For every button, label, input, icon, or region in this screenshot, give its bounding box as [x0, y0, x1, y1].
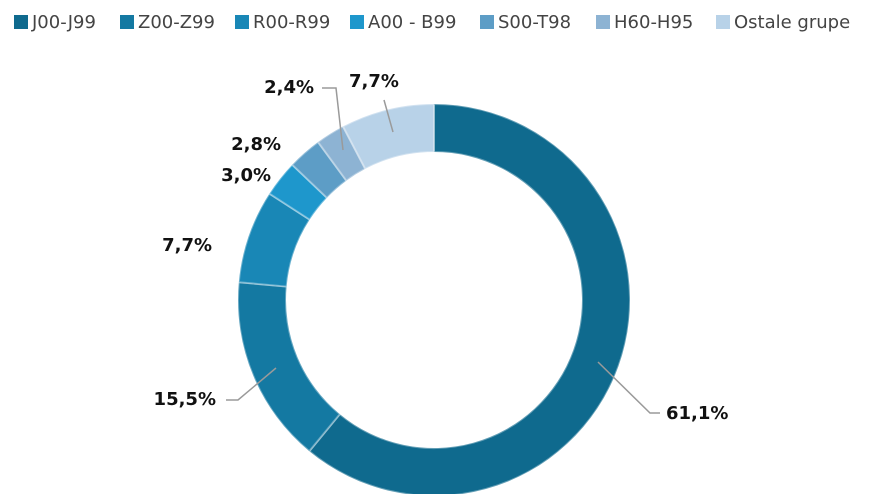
donut-segment [237, 281, 342, 453]
donut-segment [341, 102, 435, 171]
legend-swatch [480, 15, 494, 29]
data-label: 2,4% [264, 77, 314, 98]
legend-swatch [596, 15, 610, 29]
data-label: 7,7% [162, 235, 212, 256]
data-label: 2,8% [231, 134, 281, 155]
legend-label: S00-T98 [498, 12, 571, 33]
data-label: 15,5% [154, 389, 216, 410]
legend-label: Ostale grupe [734, 12, 850, 33]
legend-swatch [350, 15, 364, 29]
donut-segment [237, 192, 312, 288]
donut-segment [316, 125, 367, 183]
donut-segment [307, 102, 631, 494]
legend-swatch [716, 15, 730, 29]
leader-line [597, 361, 660, 414]
donut-segment [268, 163, 329, 222]
legend-swatch [120, 15, 134, 29]
leader-line [383, 99, 394, 133]
legend-label: J00-J99 [31, 12, 96, 33]
legend-label: R00-R99 [253, 12, 330, 33]
legend-swatch [14, 15, 28, 29]
legend-swatch [235, 15, 249, 29]
legend-label: H60-H95 [614, 12, 693, 33]
data-label: 7,7% [349, 71, 399, 92]
leader-line [322, 87, 344, 151]
data-label: 3,0% [221, 165, 271, 186]
legend-label: Z00-Z99 [138, 12, 215, 33]
leader-line [226, 367, 277, 401]
data-label: 61,1% [666, 403, 728, 424]
legend-label: A00 - B99 [368, 12, 456, 33]
